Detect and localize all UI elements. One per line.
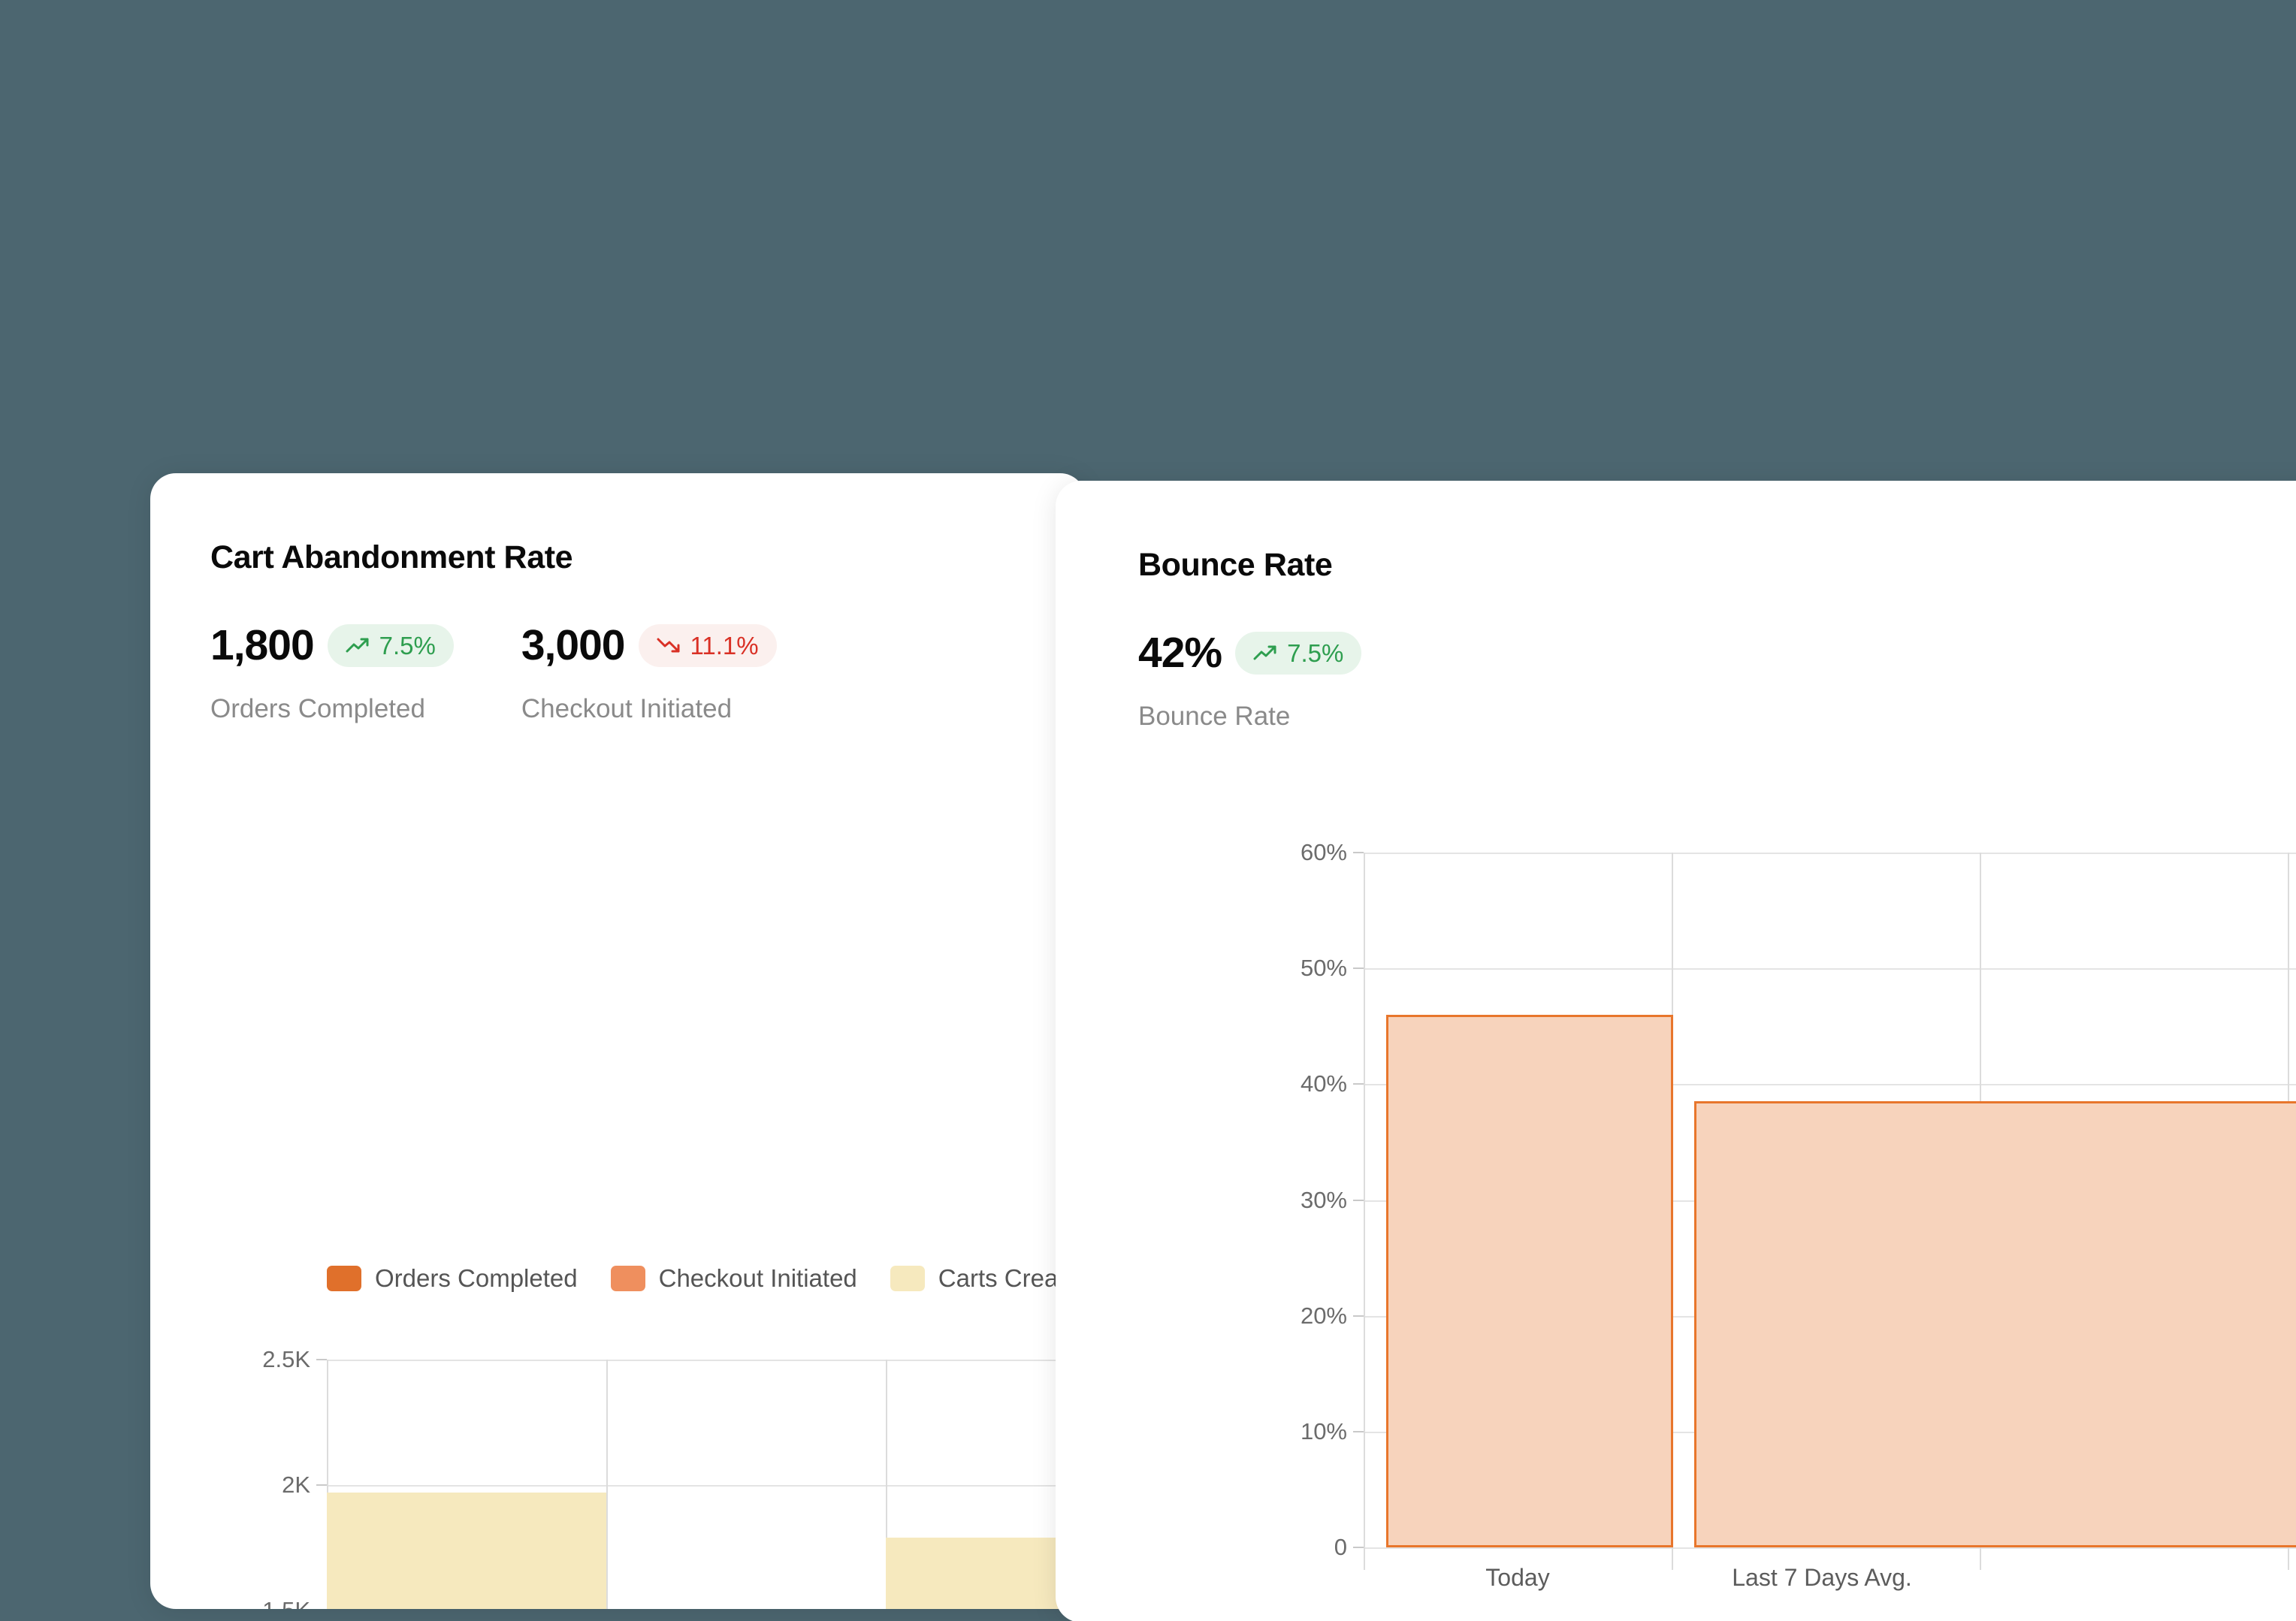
kpi-orders-completed-badge: 7.5%: [327, 623, 454, 667]
y-axis-tick-label: 2.5K: [262, 1346, 310, 1372]
card-title-bounce-rate: Bounce Rate: [1138, 547, 1333, 583]
y-axis-tick-mark: [1353, 852, 1364, 853]
bar-segment-carts-created: [327, 1493, 606, 1609]
kpi-checkout-initiated: 3,000 11.1% Checkout Initiated: [521, 616, 777, 724]
category-divider: [1364, 853, 1365, 1570]
gridline: [1364, 1084, 2296, 1086]
y-axis-tick-mark: [1353, 1315, 1364, 1317]
legend-swatch-checkout-initiated: [610, 1266, 645, 1291]
trend-down-icon: [657, 635, 682, 655]
y-axis-tick-label: 2K: [282, 1472, 310, 1498]
y-axis-tick-label: 0: [1334, 1534, 1347, 1560]
x-axis-label-last7days-bounce: Last 7 Days Avg.: [1732, 1564, 1912, 1591]
chart-legend-cart: Orders Completed Checkout Initiated Cart…: [327, 1264, 1086, 1293]
stacked-bar-today[interactable]: [327, 1493, 606, 1609]
chart-cart-abandonment: 2.5K2K1.5K1K5000: [262, 1346, 1086, 1609]
gridline: [327, 1360, 1086, 1361]
bar-today[interactable]: [1386, 1014, 1673, 1547]
kpi-orders-completed-label: Orders Completed: [210, 694, 425, 723]
kpi-bounce-rate-top: 42% 7.5%: [1138, 623, 1362, 682]
y-axis-tick-mark: [1353, 1083, 1364, 1085]
stacked-bar-last-7-days-avg[interactable]: [886, 1538, 1086, 1609]
y-axis-tick-label: 40%: [1300, 1070, 1347, 1097]
kpi-orders-completed-delta: 7.5%: [379, 631, 436, 660]
legend-swatch-carts-created: [890, 1266, 925, 1291]
gridline: [1364, 853, 2296, 854]
kpi-checkout-initiated-top: 3,000 11.1%: [521, 616, 777, 675]
category-divider: [886, 1360, 887, 1609]
kpi-orders-completed-value: 1,800: [210, 620, 315, 669]
legend-label-checkout-initiated: Checkout Initiated: [658, 1264, 857, 1292]
chart-cart-plot-area: 2.5K2K1.5K1K5000: [262, 1346, 1086, 1609]
legend-swatch-orders-completed: [327, 1266, 361, 1291]
chart-bounce-rate: 60% 50% 40% 30% 20% 10% 0: [1301, 839, 2296, 1570]
y-axis-tick-label: 60%: [1300, 839, 1347, 865]
y-axis-tick-mark: [1353, 1430, 1364, 1432]
y-axis-tick-mark: [1353, 1547, 1364, 1548]
category-divider: [606, 1360, 608, 1609]
chart-bounce-plot-area: 60% 50% 40% 30% 20% 10% 0: [1301, 839, 2296, 1570]
kpi-checkout-initiated-delta: 11.1%: [690, 631, 759, 660]
category-divider: [327, 1360, 328, 1609]
gridline: [1364, 1547, 2296, 1549]
kpi-bounce-rate-label: Bounce Rate: [1138, 702, 1291, 731]
trend-up-icon: [1253, 643, 1279, 663]
card-bounce-rate: Bounce Rate 42% 7.5% Bounce: [1056, 481, 2296, 1621]
y-axis-tick-mark: [316, 1359, 327, 1360]
y-axis-tick-label: 1.5K: [262, 1597, 310, 1609]
gridline: [327, 1485, 1086, 1487]
y-axis-tick-label: 30%: [1300, 1186, 1347, 1213]
bar-last-7-days-avg[interactable]: [1694, 1101, 2296, 1547]
legend-label-orders-completed: Orders Completed: [375, 1264, 578, 1292]
kpi-row-bounce: 42% 7.5% Bounce Rate: [1138, 623, 1362, 732]
kpi-bounce-rate-value: 42%: [1138, 628, 1222, 677]
card-cart-abandonment-rate: Cart Abandonment Rate 1,800 7.5%: [150, 473, 1086, 1609]
legend-item-orders-completed[interactable]: Orders Completed: [327, 1264, 578, 1293]
kpi-checkout-initiated-label: Checkout Initiated: [521, 694, 733, 723]
kpi-orders-completed: 1,800 7.5% Orders Completed: [210, 616, 454, 724]
kpi-bounce-rate-badge: 7.5%: [1235, 631, 1362, 675]
y-axis-tick-mark: [1353, 1199, 1364, 1201]
y-axis-tick-mark: [1353, 967, 1364, 970]
kpi-bounce-rate-delta: 7.5%: [1287, 638, 1344, 667]
card-title-cart-abandonment: Cart Abandonment Rate: [210, 539, 573, 575]
legend-item-checkout-initiated[interactable]: Checkout Initiated: [610, 1264, 857, 1293]
bar-segment-carts-created: [886, 1538, 1086, 1609]
y-axis-tick-label: 10%: [1300, 1417, 1347, 1444]
kpi-checkout-initiated-badge: 11.1%: [638, 623, 777, 667]
y-axis-tick-label: 20%: [1300, 1302, 1347, 1329]
x-axis-label-today-bounce: Today: [1485, 1564, 1550, 1591]
gridline: [1364, 968, 2296, 970]
kpi-orders-completed-top: 1,800 7.5%: [210, 616, 454, 675]
kpi-bounce-rate: 42% 7.5% Bounce Rate: [1138, 623, 1362, 732]
kpi-row-cart: 1,800 7.5% Orders Completed: [210, 616, 777, 724]
y-axis-tick-mark: [316, 1484, 327, 1486]
y-axis-tick-label: 50%: [1300, 955, 1347, 982]
trend-up-icon: [346, 635, 371, 655]
kpi-checkout-initiated-value: 3,000: [521, 620, 626, 669]
